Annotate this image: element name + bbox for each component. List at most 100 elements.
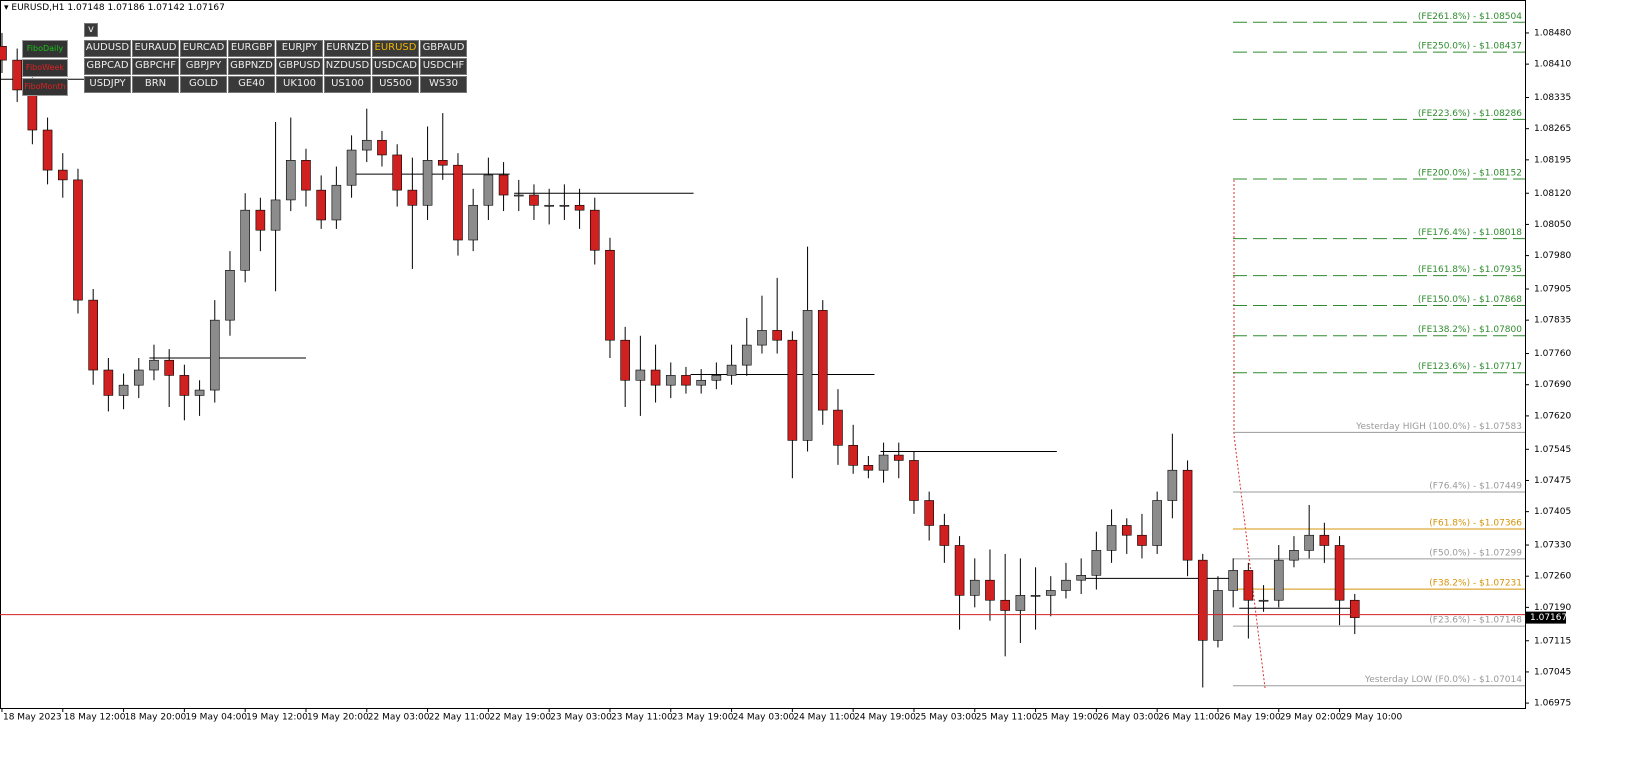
candle-body — [1167, 469, 1178, 501]
symbol-button[interactable]: GBPCAD — [84, 58, 131, 75]
candle-body — [88, 299, 98, 371]
candle-body — [1137, 534, 1147, 546]
symbol-button[interactable]: UK100 — [276, 76, 323, 93]
symbol-button[interactable]: GBPNZD — [228, 58, 275, 75]
fibo-label: (F76.4%) - $1.07449 — [1429, 482, 1522, 492]
symbol-button[interactable]: AUDUSD — [84, 40, 131, 57]
symbol-button[interactable]: EURUSD — [372, 40, 419, 57]
fibo-button[interactable]: FiboDaily — [22, 40, 68, 58]
candle-body — [73, 179, 83, 301]
symbol-button[interactable]: USDCHF — [420, 58, 467, 75]
symbol-button[interactable]: EURGBP — [228, 40, 275, 57]
toggle-button[interactable]: v — [84, 23, 98, 37]
candle-body — [118, 384, 129, 396]
candle-body — [42, 129, 53, 171]
candle-body — [1304, 534, 1314, 551]
symbol-button[interactable]: GBPJPY — [180, 58, 227, 75]
candle-body — [483, 174, 494, 206]
candle-body — [954, 545, 965, 596]
x-tick-label: 23 May 19:00 — [672, 713, 734, 723]
symbol-button[interactable]: EURNZD — [324, 40, 371, 57]
x-tick-label: 24 May 11:00 — [793, 713, 855, 723]
x-tick-label: 23 May 11:00 — [611, 713, 673, 723]
candle-body — [711, 375, 722, 381]
symbol-button[interactable]: US100 — [324, 76, 371, 93]
symbol-button[interactable]: GBPUSD — [276, 58, 323, 75]
y-tick-label: 1.08265 — [1534, 124, 1571, 134]
candle-body — [407, 189, 418, 206]
ohlc: 1.07186 — [107, 3, 145, 13]
candle-body — [1030, 595, 1041, 597]
symbol-button[interactable]: USDCAD — [372, 58, 419, 75]
x-tick-label: 24 May 03:00 — [733, 713, 795, 723]
symbol-button[interactable]: GE40 — [228, 76, 275, 93]
candle-body — [1000, 599, 1010, 611]
candle-body — [909, 460, 919, 501]
candle-body — [437, 160, 448, 166]
candle-body — [1243, 570, 1254, 601]
x-tick-label: 18 May 12:00 — [64, 713, 126, 723]
candle-body — [1349, 599, 1360, 618]
symbol-button[interactable]: GBPAUD — [420, 40, 467, 57]
symbol-button[interactable]: USDJPY — [84, 76, 131, 93]
candle-body — [1289, 550, 1299, 561]
candle-body — [544, 204, 554, 207]
plot-frame — [0, 0, 1526, 709]
y-tick-label: 1.07835 — [1534, 316, 1571, 326]
candle-body — [665, 375, 676, 386]
symbol-button[interactable]: EURAUD — [132, 40, 179, 57]
ohlc: 1.07142 — [147, 3, 185, 13]
candle-body — [802, 310, 813, 441]
candle-body — [1228, 570, 1238, 591]
x-tick-label: 25 May 11:00 — [976, 713, 1038, 723]
x-tick-label: 22 May 11:00 — [429, 713, 491, 723]
candle-body — [589, 209, 600, 251]
symbol-button[interactable]: GBPCHF — [132, 58, 179, 75]
x-tick-label: 22 May 03:00 — [368, 713, 430, 723]
candle-body — [893, 454, 904, 461]
y-tick-label: 1.07620 — [1534, 411, 1571, 421]
candle-body — [1076, 575, 1086, 581]
fibo-label: (F38.2%) - $1.07231 — [1429, 579, 1522, 589]
fibo-label: (F23.6%) - $1.07148 — [1429, 616, 1522, 626]
fibo-label: (FE150.0%) - $1.07868 — [1418, 295, 1522, 305]
fibo-label: (F50.0%) - $1.07299 — [1429, 548, 1522, 558]
candle-body — [985, 579, 995, 601]
fibo-label: (FE223.6%) - $1.08286 — [1418, 109, 1522, 119]
candle-body — [346, 149, 357, 186]
fibo-label: (FE250.0%) - $1.08437 — [1418, 42, 1522, 52]
candle-body — [650, 369, 661, 386]
candle-body — [498, 174, 509, 196]
x-tick-label: 19 May 20:00 — [307, 713, 369, 723]
candle-body — [0, 46, 7, 61]
symbol-button[interactable]: US500 — [372, 76, 419, 93]
x-tick-label: 25 May 19:00 — [1037, 713, 1099, 723]
symbol-button[interactable]: EURJPY — [276, 40, 323, 57]
y-tick-label: 1.06975 — [1534, 699, 1571, 709]
x-tick-label: 19 May 04:00 — [185, 713, 247, 723]
symbol-button[interactable]: NZDUSD — [324, 58, 371, 75]
symbol-button[interactable]: EURCAD — [180, 40, 227, 57]
fibo-button[interactable]: FiboWeek — [22, 59, 68, 77]
symbol-button[interactable]: GOLD — [180, 76, 227, 93]
candle-body — [1045, 590, 1056, 596]
x-tick-label: 25 May 03:00 — [915, 713, 977, 723]
x-tick-label: 23 May 03:00 — [550, 713, 612, 723]
x-tick-label: 18 May 20:00 — [125, 713, 187, 723]
candle-body — [194, 389, 205, 396]
candle-body — [757, 330, 767, 346]
candle-body — [164, 359, 174, 376]
candle-body — [1121, 525, 1132, 536]
fibo-label: (FE261.8%) - $1.08504 — [1418, 12, 1522, 22]
y-tick-label: 1.07690 — [1534, 380, 1571, 390]
fibo-button[interactable]: FiboMonth — [22, 78, 68, 96]
y-tick-label: 1.08335 — [1534, 93, 1571, 103]
candle-body — [1015, 595, 1026, 611]
y-tick-label: 1.07330 — [1534, 541, 1571, 551]
x-tick-label: 18 May 2023 — [3, 713, 62, 723]
symbol-button[interactable]: BRN — [132, 76, 179, 93]
candle-body — [878, 454, 889, 471]
fibo-label: Yesterday HIGH (100.0%) - $1.07583 — [1355, 422, 1522, 432]
symbol-button[interactable]: WS30 — [420, 76, 467, 93]
